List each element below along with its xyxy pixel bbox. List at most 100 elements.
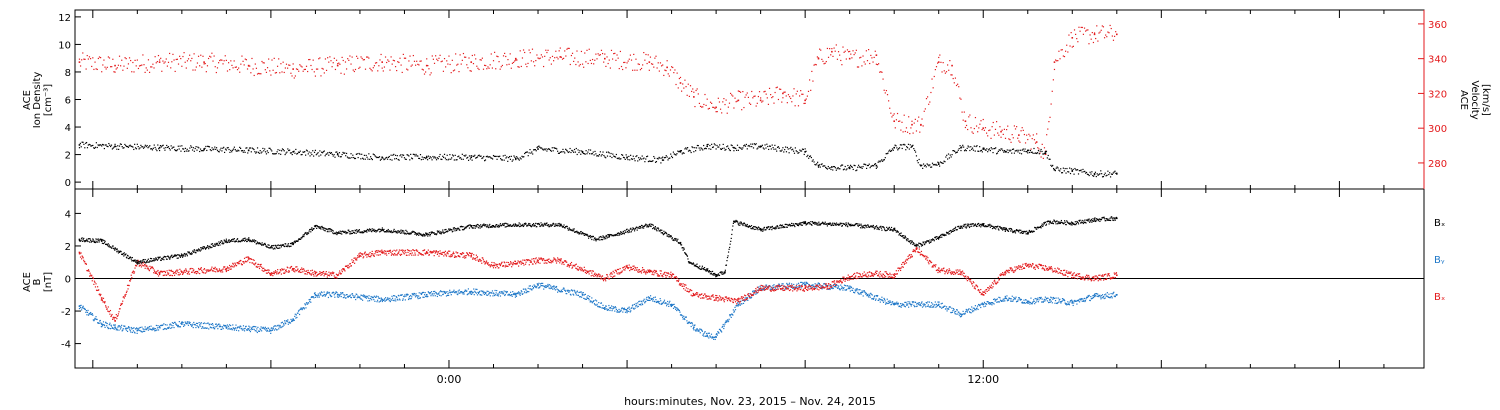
scatter-dot (948, 157, 951, 159)
scatter-dot (706, 332, 708, 335)
scatter-dot (232, 148, 235, 150)
scatter-dot (1008, 149, 1010, 151)
scatter-dot (115, 329, 117, 331)
scatter-dot (674, 69, 676, 71)
scatter-dot (216, 268, 218, 270)
scatter-dot (521, 155, 523, 157)
scatter-dot (479, 59, 481, 61)
scatter-dot (402, 154, 404, 156)
scatter-dot (269, 274, 271, 276)
scatter-dot (89, 272, 91, 274)
scatter-dot (413, 254, 415, 256)
scatter-dot (344, 61, 347, 63)
scatter-dot (650, 298, 652, 300)
scatter-dot (157, 325, 159, 327)
scatter-dot (823, 165, 825, 167)
scatter-dot (339, 272, 341, 274)
scatter-dot (291, 153, 293, 156)
scatter-dot (265, 272, 268, 274)
scatter-dot (377, 156, 379, 159)
scatter-dot (727, 147, 730, 149)
scatter-dot (403, 253, 405, 255)
scatter-dot (724, 149, 726, 151)
scatter-dot (173, 146, 175, 148)
scatter-dot (796, 283, 798, 285)
scatter-dot (159, 327, 161, 329)
scatter-dot (1097, 174, 1099, 176)
scatter-dot (298, 70, 300, 72)
scatter-dot (647, 299, 649, 301)
scatter-dot (606, 155, 609, 157)
scatter-dot (390, 254, 393, 256)
scatter-dot (263, 267, 265, 269)
scatter-dot (282, 61, 284, 63)
scatter-dot (88, 56, 91, 58)
scatter-dot (901, 121, 903, 123)
scatter-dot (848, 287, 850, 290)
scatter-dot (1020, 130, 1022, 132)
scatter-dot (110, 145, 112, 148)
scatter-dot (268, 147, 270, 149)
scatter-dot (849, 164, 852, 166)
scatter-dot (995, 153, 998, 155)
scatter-dot (620, 65, 623, 68)
scatter-dot (975, 309, 977, 311)
scatter-dot (438, 57, 440, 59)
scatter-dot (255, 67, 258, 69)
scatter-dot (914, 149, 916, 152)
scatter-dot (851, 289, 854, 291)
scatter-dot (998, 301, 1001, 303)
scatter-dot (911, 301, 913, 303)
scatter-dot (655, 299, 657, 301)
scatter-dot (841, 164, 844, 166)
scatter-dot (861, 291, 863, 294)
scatter-dot (706, 98, 708, 100)
scatter-dot (982, 147, 984, 149)
scatter-dot (1115, 172, 1117, 174)
scatter-dot (206, 327, 208, 329)
scatter-dot (407, 298, 410, 301)
scatter-dot (847, 51, 850, 53)
data-point (381, 61, 383, 63)
scatter-dot (951, 311, 954, 313)
scatter-dot (369, 67, 371, 69)
scatter-dot (396, 254, 398, 256)
scatter-dot (987, 135, 989, 137)
scatter-dot (677, 87, 679, 89)
scatter-dot (214, 66, 216, 68)
scatter-dot (485, 64, 487, 67)
scatter-dot (95, 283, 97, 285)
scatter-dot (411, 293, 413, 295)
data-point (737, 99, 740, 102)
scatter-dot (328, 154, 330, 156)
scatter-dot (335, 59, 338, 61)
scatter-dot (1054, 59, 1057, 61)
scatter-dot (281, 321, 284, 323)
scatter-dot (612, 308, 614, 310)
scatter-dot (143, 328, 145, 330)
scatter-dot (595, 153, 597, 155)
scatter-dot (162, 60, 164, 62)
scatter-dot (1030, 297, 1032, 299)
scatter-dot (738, 90, 741, 93)
scatter-dot (103, 59, 105, 61)
scatter-dot (905, 304, 908, 306)
scatter-dot (1109, 296, 1112, 298)
scatter-dot (800, 281, 802, 284)
scatter-dot (116, 67, 118, 69)
scatter-dot (548, 59, 550, 61)
data-point (604, 306, 606, 309)
scatter-dot (1093, 294, 1095, 296)
scatter-dot (235, 329, 238, 331)
scatter-dot (1013, 152, 1016, 154)
scatter-dot (729, 149, 731, 152)
scatter-dot (203, 269, 205, 271)
scatter-dot (180, 150, 182, 152)
scatter-dot (316, 274, 318, 277)
scatter-dot (237, 149, 239, 151)
scatter-dot (188, 322, 191, 324)
scatter-dot (152, 266, 154, 269)
scatter-dot (963, 146, 965, 148)
scatter-dot (1094, 293, 1096, 295)
scatter-dot (243, 64, 245, 66)
